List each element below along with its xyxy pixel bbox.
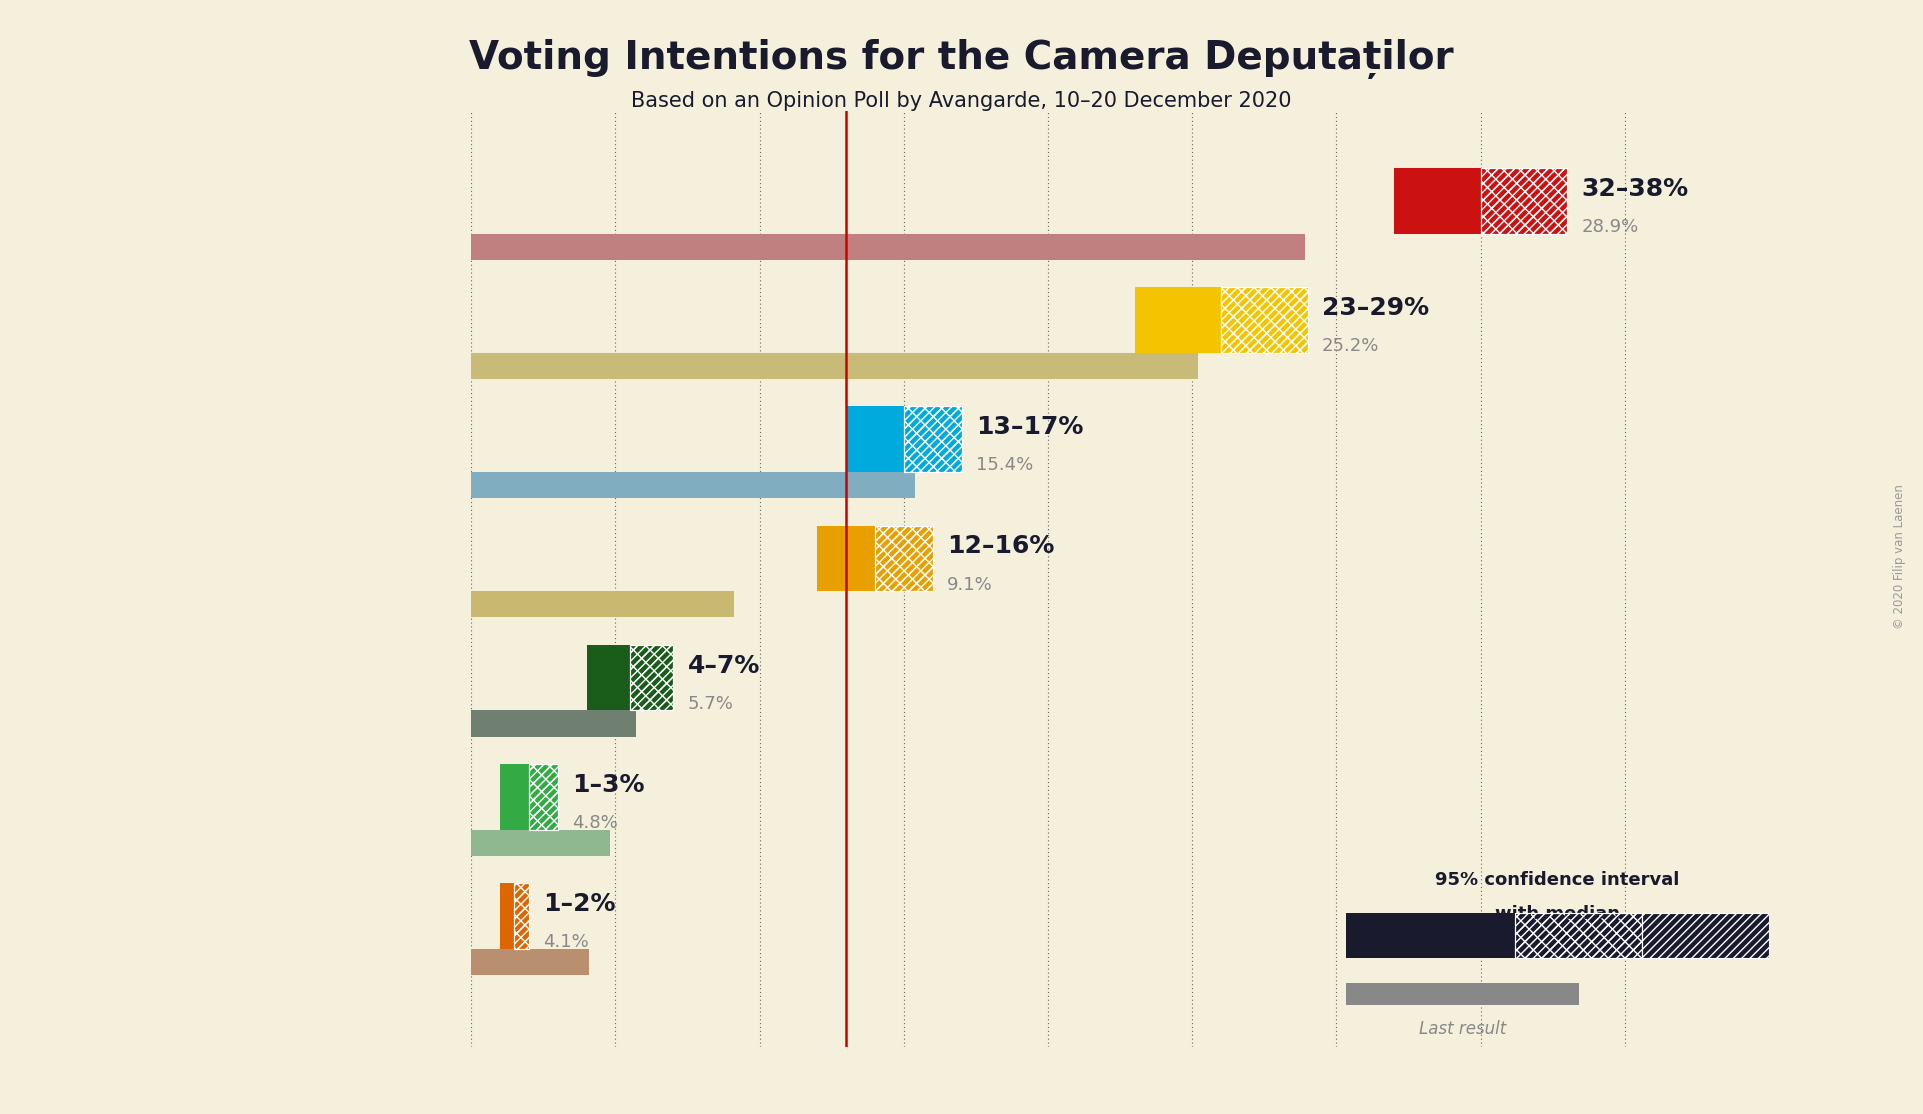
Bar [471,472,915,498]
Bar [1346,983,1579,1005]
Bar [631,645,673,711]
Text: 25.2%: 25.2% [1323,338,1379,355]
Bar [471,711,637,736]
Text: 12–16%: 12–16% [948,535,1054,558]
Bar [817,526,875,592]
Text: 1–3%: 1–3% [573,773,644,797]
Bar [875,526,933,592]
Text: Last result: Last result [1419,1020,1506,1038]
Text: © 2020 Filip van Laenen: © 2020 Filip van Laenen [1894,485,1906,629]
Text: 5.7%: 5.7% [688,695,733,713]
Bar [515,883,529,949]
Bar [1481,168,1567,234]
Bar [587,645,631,711]
Bar [1515,913,1642,958]
Bar [1221,287,1308,353]
Text: with median: with median [1494,905,1621,922]
Bar [1481,168,1567,234]
Bar [471,949,590,975]
Text: 15.4%: 15.4% [975,457,1033,475]
Text: Based on an Opinion Poll by Avangarde, 10–20 December 2020: Based on an Opinion Poll by Avangarde, 1… [631,91,1292,111]
Text: 95% confidence interval: 95% confidence interval [1435,871,1681,889]
Bar [529,764,558,830]
Text: 32–38%: 32–38% [1583,177,1688,201]
Bar [515,883,529,949]
Bar [471,353,1198,379]
Bar [904,407,962,472]
Bar [1221,287,1308,353]
Bar [500,764,529,830]
Bar [471,592,735,617]
Bar [471,234,1304,260]
Text: 4.8%: 4.8% [573,814,617,832]
Bar [1515,913,1642,958]
Bar [875,526,933,592]
Text: 4.1%: 4.1% [542,934,588,951]
Bar [631,645,673,711]
Bar [846,407,904,472]
Bar [471,830,610,856]
Text: 23–29%: 23–29% [1323,296,1429,320]
Bar [1394,168,1481,234]
Bar [529,764,558,830]
Text: 1–2%: 1–2% [542,892,615,916]
Text: 28.9%: 28.9% [1583,218,1638,236]
Bar [1135,287,1221,353]
Bar [1642,913,1769,958]
Text: 13–17%: 13–17% [975,416,1083,439]
Text: 4–7%: 4–7% [688,654,760,677]
Bar [500,883,515,949]
Bar [1346,913,1515,958]
Bar [904,407,962,472]
Text: Voting Intentions for the Camera Deputaților: Voting Intentions for the Camera Deputaț… [469,39,1454,79]
Text: 9.1%: 9.1% [948,576,992,594]
